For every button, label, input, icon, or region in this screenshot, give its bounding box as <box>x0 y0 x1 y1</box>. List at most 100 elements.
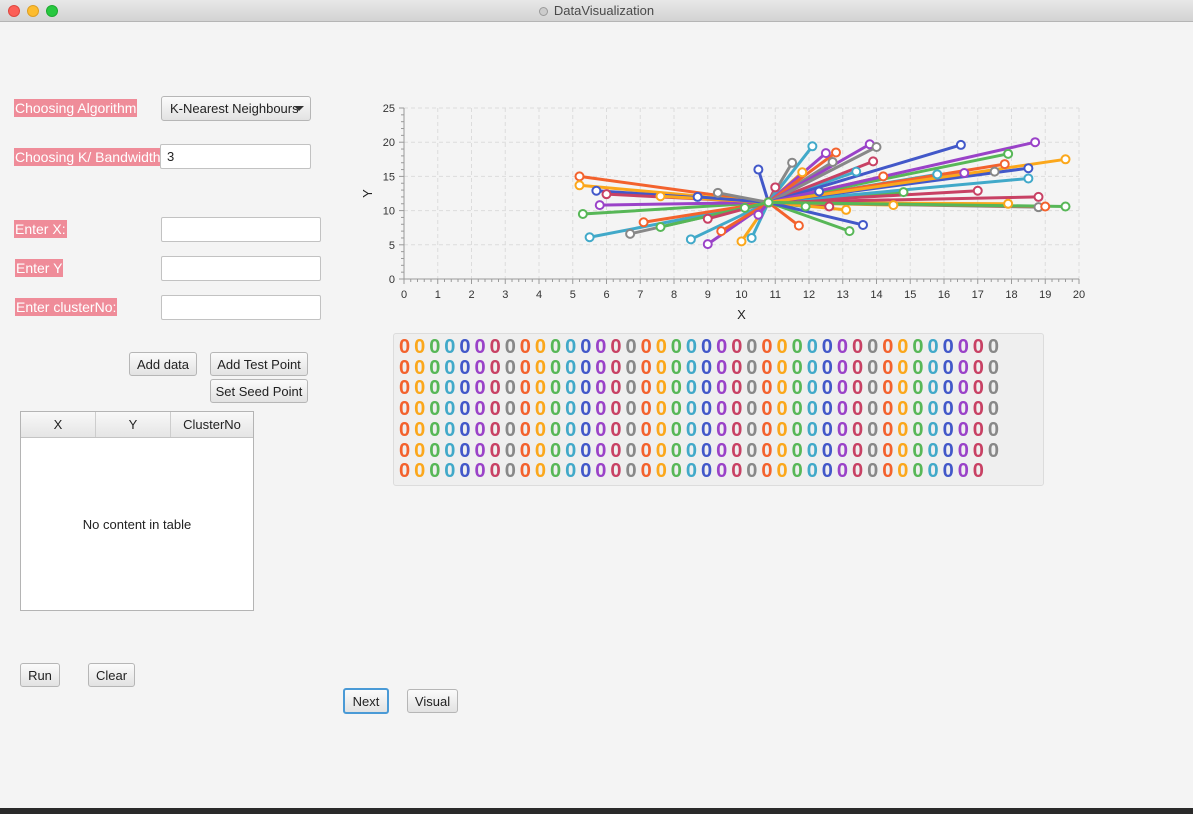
x-tick-label: 13 <box>837 289 849 301</box>
legend-item: 0 <box>504 356 516 379</box>
y-input[interactable] <box>161 256 321 281</box>
legend-item: 0 <box>761 460 773 483</box>
x-tick-label: 15 <box>904 289 916 301</box>
legend-item: 0 <box>565 377 577 400</box>
k-bandwidth-input[interactable] <box>160 144 311 169</box>
legend-item: 0 <box>595 336 607 358</box>
column-header-clusterno[interactable]: ClusterNo <box>183 417 241 432</box>
series-line <box>767 200 1067 208</box>
legend-item: 0 <box>882 460 894 483</box>
legend-item: 0 <box>897 377 909 400</box>
legend-item: 0 <box>731 398 743 421</box>
legend-item: 0 <box>655 418 667 441</box>
column-header-x[interactable]: X <box>21 412 96 437</box>
legend-item: 0 <box>414 460 426 483</box>
legend-item: 0 <box>927 336 939 358</box>
legend-item: 0 <box>534 356 547 379</box>
legend-item: 0 <box>897 418 909 441</box>
legend-item: 0 <box>550 418 562 441</box>
set-seed-point-button[interactable]: Set Seed Point <box>210 379 308 403</box>
legend-item: 0 <box>625 377 637 400</box>
legend-item: 0 <box>897 356 909 379</box>
next-button[interactable]: Next <box>343 688 389 714</box>
data-point <box>851 166 862 177</box>
legend-item: 0 <box>670 336 682 358</box>
legend-item: 0 <box>987 336 1000 358</box>
legend-item: 0 <box>806 398 818 421</box>
run-button[interactable]: Run <box>20 663 60 687</box>
legend-item: 0 <box>580 356 592 379</box>
legend-item: 0 <box>942 418 954 441</box>
data-point <box>685 234 696 245</box>
data-point <box>753 164 764 175</box>
legend-item: 0 <box>459 356 471 379</box>
legend-item: 0 <box>459 398 471 421</box>
legend-item: 0 <box>610 377 622 400</box>
x-tick-label: 7 <box>637 289 643 301</box>
data-point <box>841 204 852 215</box>
legend-item: 0 <box>836 398 849 421</box>
legend-item: 0 <box>429 439 441 462</box>
algorithm-label: Choosing Algorithm <box>14 99 138 117</box>
legend-item: 0 <box>867 439 879 462</box>
data-point <box>1023 173 1034 184</box>
legend-item: 0 <box>429 336 441 358</box>
legend-item: 0 <box>444 356 456 379</box>
legend-item: 0 <box>987 418 1000 441</box>
legend-item: 0 <box>534 439 547 462</box>
legend-item: 0 <box>716 377 728 400</box>
legend-item: 0 <box>670 398 682 421</box>
cluster-input[interactable] <box>161 295 321 320</box>
data-point <box>858 219 868 230</box>
data-table[interactable]: X Y ClusterNo No content in table <box>20 411 254 611</box>
legend-item: 0 <box>746 377 758 400</box>
data-point <box>1023 163 1034 174</box>
legend-item: 0 <box>882 356 894 379</box>
legend-item: 0 <box>701 377 713 400</box>
legend-item: 0 <box>791 439 803 462</box>
maximize-window-button[interactable] <box>46 5 58 17</box>
data-point <box>807 141 818 152</box>
legend-item: 0 <box>459 377 471 400</box>
legend-item: 0 <box>640 336 652 358</box>
data-point <box>888 200 899 211</box>
line-chart: 0 1 2 3 4 5 6 7 8 9 10 11 12 13 14 15 16 17 18 19 2005101520… <box>360 103 1085 322</box>
legend-item: 0 <box>580 439 592 462</box>
add-test-point-button[interactable]: Add Test Point <box>210 352 308 376</box>
minimize-window-button[interactable] <box>27 5 39 17</box>
legend-item: 0 <box>776 377 788 400</box>
legend-item: 0 <box>595 398 607 421</box>
series-line <box>598 200 770 207</box>
clear-button[interactable]: Clear <box>88 663 135 687</box>
algorithm-dropdown[interactable]: K-Nearest Neighbours <box>161 96 311 121</box>
legend-item: 0 <box>444 418 456 441</box>
enter-cluster-label: Enter clusterNo: <box>15 298 118 316</box>
visual-button[interactable]: Visual <box>407 689 458 713</box>
legend-item: 0 <box>655 336 667 358</box>
legend-item: 0 <box>519 356 531 379</box>
series-line <box>756 168 770 204</box>
legend-item: 0 <box>776 460 788 483</box>
legend-item: 0 <box>625 460 637 483</box>
data-point <box>736 236 747 247</box>
legend-item: 0 <box>504 336 516 358</box>
column-header-y[interactable]: Y <box>96 412 171 437</box>
legend-item: 0 <box>534 336 547 358</box>
series-line <box>750 200 770 240</box>
close-window-button[interactable] <box>8 5 20 17</box>
legend-item: 0 <box>791 356 803 379</box>
add-data-button[interactable]: Add data <box>129 352 197 376</box>
x-tick-label: 9 <box>705 289 711 301</box>
legend-item: 0 <box>972 460 984 483</box>
legend-item: 0 <box>685 377 698 400</box>
k-bandwidth-label: Choosing K/ Bandwidth <box>14 148 162 166</box>
x-input[interactable] <box>161 217 321 242</box>
legend-item: 0 <box>444 439 456 462</box>
legend-item: 0 <box>640 418 652 441</box>
legend-item: 0 <box>761 377 773 400</box>
data-point <box>820 148 831 159</box>
legend-item: 0 <box>489 398 501 421</box>
legend-item: 0 <box>852 356 864 379</box>
data-point <box>989 166 1000 177</box>
legend-item: 0 <box>459 336 471 358</box>
